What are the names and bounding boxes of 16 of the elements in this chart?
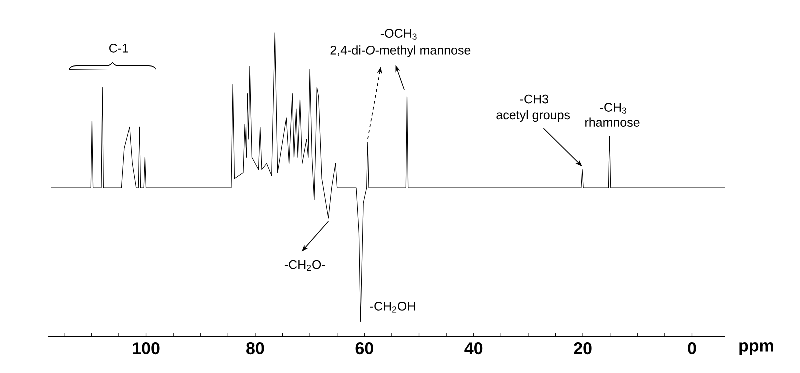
annotation: -CH$_{3}$ — [600, 103, 627, 114]
annotation: -CH$_{2}$OH — [370, 302, 416, 313]
annotation: -OCH$_{3}$ — [380, 29, 417, 40]
x-axis-title: ppm — [740, 342, 774, 356]
annotation: rhamnose — [586, 118, 640, 127]
x-tick-label: 100 — [133, 342, 160, 355]
annotation: C-1 — [110, 44, 128, 53]
x-tick-label: 80 — [246, 342, 264, 355]
x-tick-label: 40 — [464, 342, 483, 355]
x-tick-label: 20 — [574, 342, 592, 355]
annotation: acetyl groups — [496, 110, 570, 122]
annotation: -CH$_{2}$O- — [284, 260, 326, 272]
x-tick-label: 0 — [688, 342, 696, 355]
x-tick-label: 60 — [356, 342, 374, 355]
annotation: -CH3 — [520, 94, 548, 104]
annotation: 2,4-di-O-methyl mannose — [330, 46, 471, 58]
